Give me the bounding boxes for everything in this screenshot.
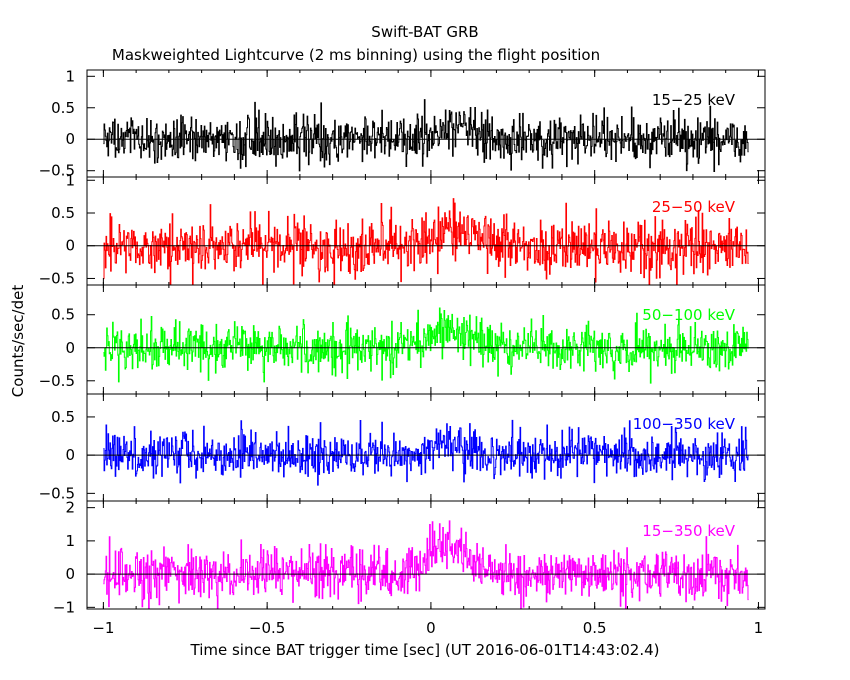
x-tick-label: 0 — [426, 619, 436, 637]
y-tick-label: −1 — [53, 598, 75, 616]
y-tick-label: −0.5 — [39, 269, 75, 287]
y-tick-label: 1 — [65, 67, 75, 85]
figure-subtitle: Maskweighted Lightcurve (2 ms binning) u… — [112, 46, 600, 64]
lightcurve-trace — [103, 419, 749, 486]
panel-50-100-kev: −0.5 0 0.5 50−100 keV — [39, 284, 766, 395]
y-tick-label: 0 — [65, 339, 75, 357]
y-tick-label: 2 — [65, 499, 75, 517]
y-tick-label: 0.5 — [51, 306, 75, 324]
energy-band-label: 25−50 keV — [652, 198, 736, 216]
energy-band-label: 15−350 keV — [642, 522, 735, 540]
y-tick-label: −0.5 — [39, 484, 75, 502]
y-tick-label: 1 — [65, 171, 75, 189]
y-tick-label: 0.5 — [51, 408, 75, 426]
energy-band-label: 15−25 keV — [652, 91, 736, 109]
y-tick-label: −0.5 — [39, 162, 75, 180]
y-tick-label: 0 — [65, 130, 75, 148]
y-tick-label: 0 — [65, 237, 75, 255]
y-tick-label: 0 — [65, 446, 75, 464]
x-tick-label: 0.5 — [583, 619, 607, 637]
y-tick-label: −0.5 — [39, 372, 75, 390]
panel-frame — [86, 69, 766, 178]
x-tick-label: −1 — [92, 619, 114, 637]
lightcurve-trace — [103, 520, 749, 609]
y-tick-label: 1 — [65, 532, 75, 550]
panel-frame — [86, 500, 766, 610]
panel-100-350-kev: −0.5 0 0.5 100−350 keV — [39, 393, 766, 502]
lightcurve-trace — [103, 198, 749, 285]
y-axis-label: Counts/sec/det — [9, 285, 27, 398]
energy-band-label: 50−100 keV — [642, 306, 735, 324]
y-tick-label: 0.5 — [51, 99, 75, 117]
lightcurve-trace — [103, 99, 749, 172]
y-tick-label: 0.5 — [51, 204, 75, 222]
y-tick-label: 0 — [65, 565, 75, 583]
energy-band-label: 100−350 keV — [633, 415, 736, 433]
x-tick-label: 1 — [754, 619, 764, 637]
x-axis-label: Time since BAT trigger time [sec] (UT 20… — [190, 641, 660, 659]
figure-title: Swift-BAT GRB — [371, 23, 478, 41]
panel-15-25-kev: −0.5 0 0.5 1 15−25 keV — [39, 67, 766, 180]
panel-25-50-kev: −0.5 0 0.5 1 25−50 keV — [39, 171, 766, 287]
panel-15-350-kev: −1 0 1 2 15−350 keV — [53, 499, 766, 616]
x-tick-label: −0.5 — [249, 619, 285, 637]
